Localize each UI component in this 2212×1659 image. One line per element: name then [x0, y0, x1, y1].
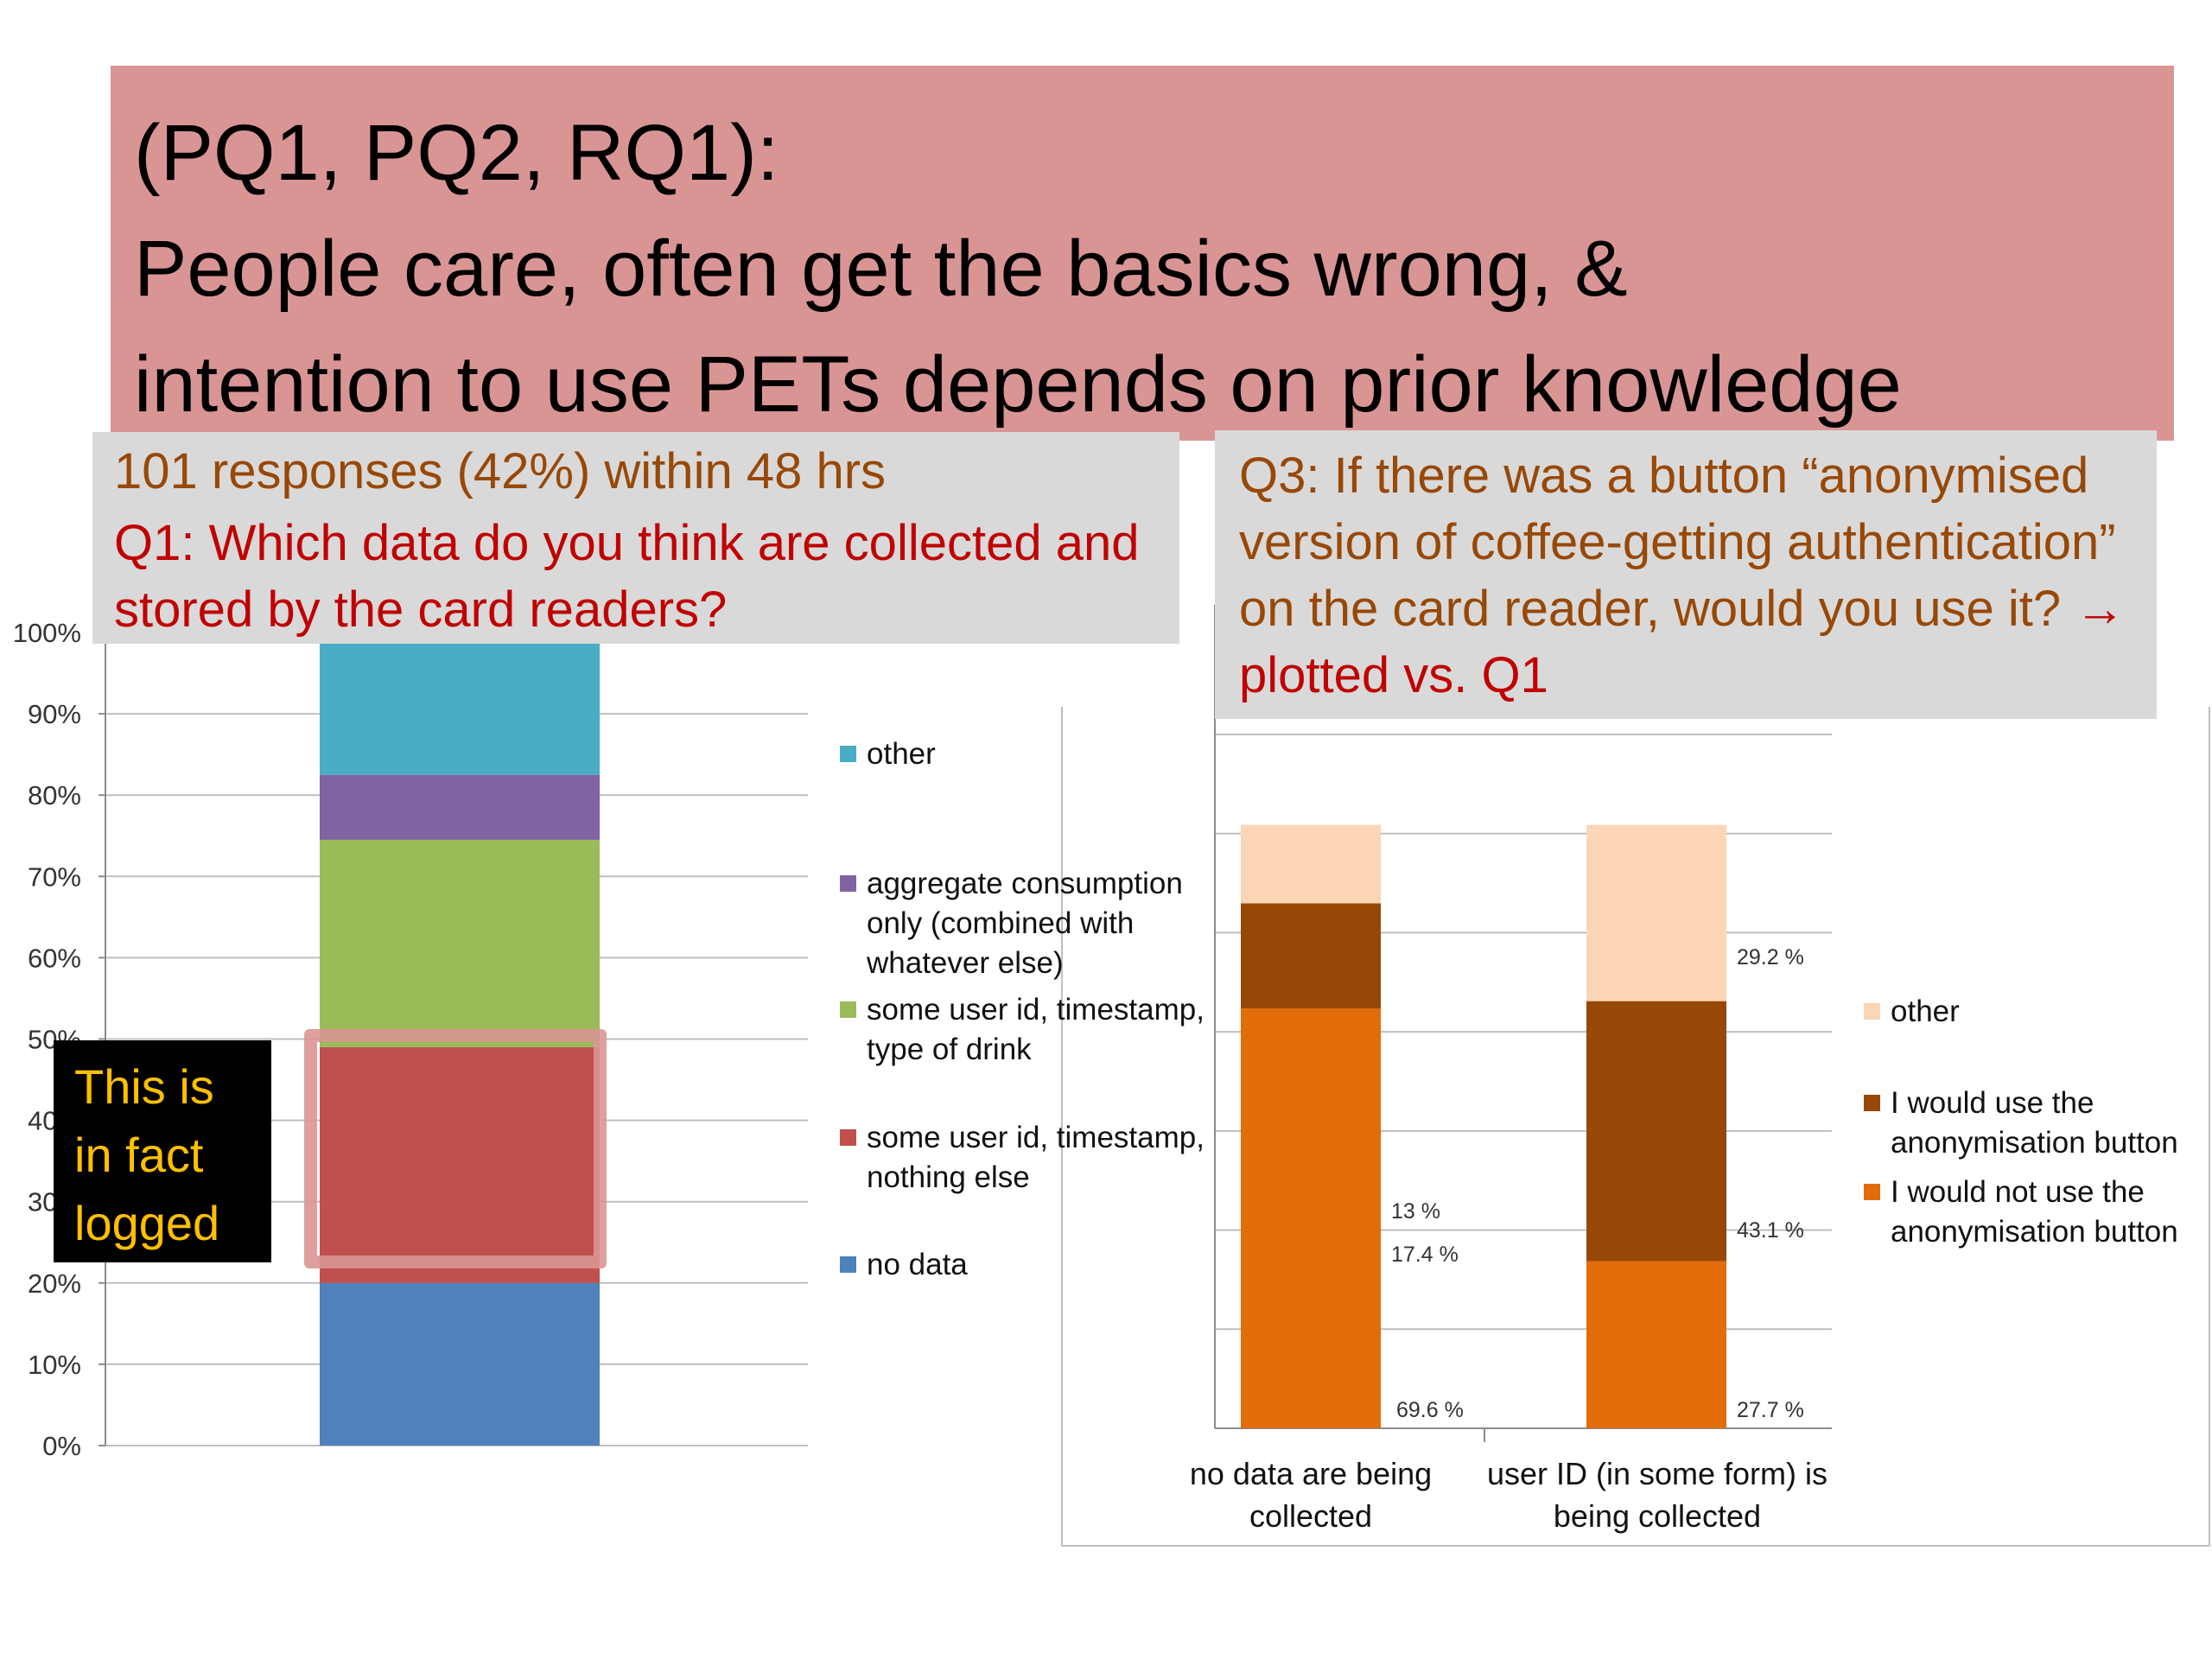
legend-label: aggregate consumption only (combined wit… — [867, 867, 1183, 980]
callout-text: This is in fact logged — [74, 1059, 220, 1250]
legend-label: some user id, timestamp, type of drink — [867, 993, 1205, 1066]
y-tick-label: 60% — [28, 943, 81, 973]
q3-info-box — [1215, 430, 2157, 719]
legend-label: other — [1891, 995, 1960, 1028]
q1-info-box — [92, 432, 1179, 644]
legend-swatch — [840, 746, 856, 762]
legend-label: I would not use the anonymisation button — [1891, 1175, 2178, 1249]
data-label: 69.6 % — [1396, 1398, 1464, 1422]
left-chart-y-ticks: 0%10%20%30%40%50%60%70%80%90%100% — [13, 618, 81, 1461]
bar-segment-i-would-use-the-anonymisation-button — [1586, 1001, 1726, 1262]
q3-question: Q3: If there was a button “anonymised ve… — [1239, 442, 2146, 709]
title-line-1: (PQ1, PQ2, RQ1): — [134, 109, 779, 197]
legend-swatch — [1864, 1095, 1880, 1111]
data-label: 27.7 % — [1737, 1398, 1804, 1422]
data-label: 43.1 % — [1737, 1218, 1804, 1243]
legend-swatch — [840, 1256, 856, 1273]
y-tick-label: 70% — [28, 861, 81, 892]
q3-plotted-note: plotted vs. Q1 — [1239, 647, 1548, 703]
legend-item-no-data: no data — [840, 1245, 1211, 1285]
callout-box — [54, 1040, 271, 1262]
legend-item-i-would-use-the-anonymisation-button: I would use the anonymisation button — [1864, 1084, 2192, 1163]
q1-question: Q1: Which data do you think are collecte… — [114, 515, 1140, 638]
left-chart-bars — [320, 632, 600, 1446]
x-category-label: collected — [1249, 1498, 1372, 1534]
responses-note: 101 responses (42%) within 48 hrs — [114, 443, 887, 499]
legend-item-other: other — [1864, 992, 2192, 1032]
legend-swatch — [1864, 1184, 1880, 1200]
arrow-icon: → — [2075, 581, 2126, 637]
legend-item-i-would-not-use-the-anonymisation-button: I would not use the anonymisation button — [1864, 1173, 2192, 1252]
right-chart-data-labels: 69.6 % 27.7 % 17.4 % 43.1 % 13 % 29.2 % — [1391, 945, 1804, 1422]
right-chart-category-labels: no data are being collected user ID (in so… — [1190, 1456, 1827, 1534]
legend-swatch — [840, 1001, 856, 1018]
legend-label: I would use the anonymisation button — [1891, 1086, 2178, 1160]
bar-segment-i-would-not-use-the-anonymisation-button — [1586, 1261, 1726, 1428]
bar-segment-i-would-use-the-anonymisation-button — [1241, 903, 1381, 1009]
data-label: 29.2 % — [1737, 945, 1804, 969]
legend-item-other: other — [840, 734, 1211, 774]
bar-segment-aggregate-consumption-only-combined-with-whatever-else — [320, 774, 600, 840]
logged-highlight-box — [304, 1029, 607, 1268]
y-tick-label: 90% — [28, 699, 81, 729]
legend-swatch — [840, 875, 856, 892]
bar-segment-no-data — [320, 1282, 600, 1446]
y-tick-label: 0% — [42, 1431, 81, 1461]
x-category-label: user ID (in some form) is — [1487, 1456, 1827, 1491]
data-label: 17.4 % — [1391, 1243, 1459, 1267]
legend-swatch — [840, 1129, 856, 1146]
bar-segment-some-user-id-timestamp-type-of-drink — [320, 839, 600, 1047]
legend-item-aggregate-consumption-only-combined-with-whatever-else: aggregate consumption only (combined wit… — [840, 864, 1211, 983]
data-label: 13 % — [1391, 1199, 1440, 1224]
y-tick-label: 100% — [13, 618, 81, 648]
q3-question-text: Q3: If there was a button “anonymised ve… — [1239, 448, 2116, 637]
bar-segment-i-would-not-use-the-anonymisation-button — [1241, 1008, 1381, 1428]
title-line-3: intention to use PETs depends on prior k… — [134, 340, 1902, 429]
y-tick-label: 10% — [28, 1350, 81, 1380]
legend-item-some-user-id-timestamp-type-of-drink: some user id, timestamp, type of drink — [840, 990, 1211, 1070]
bar-segment-other — [1586, 824, 1726, 1001]
title-line-2: People care, often get the basics wrong,… — [134, 225, 1628, 313]
legend-swatch — [1864, 1003, 1880, 1020]
title-banner — [111, 66, 2174, 441]
right-chart-bars — [1241, 824, 1726, 1428]
legend-label: other — [867, 737, 936, 771]
y-tick-label: 80% — [28, 780, 81, 810]
bar-segment-other — [1241, 824, 1381, 904]
slide-title: (PQ1, PQ2, RQ1): People care, often get … — [134, 95, 2164, 442]
legend-item-some-user-id-timestamp-nothing-else: some user id, timestamp, nothing else — [840, 1118, 1211, 1198]
legend-label: no data — [867, 1248, 968, 1281]
legend-label: some user id, timestamp, nothing else — [867, 1121, 1205, 1194]
bar-segment-other — [320, 632, 600, 775]
x-category-label: no data are being — [1190, 1456, 1432, 1491]
y-tick-label: 20% — [28, 1268, 81, 1299]
x-category-label: being collected — [1554, 1498, 1761, 1534]
bar-segment-some-user-id-timestamp-nothing-else — [320, 1046, 600, 1283]
